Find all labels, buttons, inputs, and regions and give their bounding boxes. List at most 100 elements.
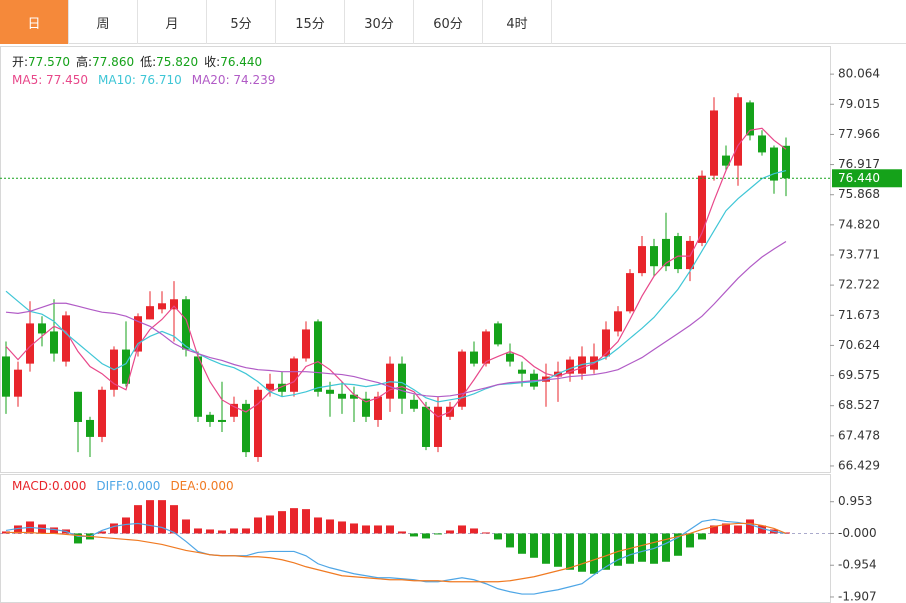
period-tab[interactable]: 5分 xyxy=(207,0,276,44)
candle-body xyxy=(410,399,418,409)
y-tick-label: 77.966 xyxy=(838,127,880,141)
candle-body xyxy=(362,398,370,417)
candle-body xyxy=(638,246,646,274)
macd-bar xyxy=(14,525,22,534)
macd-bar xyxy=(410,533,418,537)
candle-body xyxy=(254,389,262,458)
macd-bar xyxy=(542,533,550,564)
y-tick-label: 73.771 xyxy=(838,247,880,261)
candle-body xyxy=(170,299,178,310)
macd-bar xyxy=(434,533,442,535)
macd-bar xyxy=(386,525,394,534)
candle-body xyxy=(566,359,574,374)
candle-body xyxy=(206,414,214,422)
macd-bar xyxy=(242,528,250,534)
candle-body xyxy=(242,403,250,453)
candle-body xyxy=(350,394,358,399)
macd-bar xyxy=(686,533,694,548)
candle-body xyxy=(434,406,442,447)
candle-body xyxy=(50,331,58,354)
candle-body xyxy=(614,311,622,332)
candle-body xyxy=(26,323,34,364)
macd-bar xyxy=(230,528,238,534)
macd-bar xyxy=(50,527,58,534)
candle-body xyxy=(698,175,706,243)
macd-bar xyxy=(194,528,202,534)
period-tab[interactable]: 60分 xyxy=(414,0,483,44)
macd-bar xyxy=(98,531,106,534)
candle-body xyxy=(326,389,334,394)
candle-body xyxy=(122,349,130,384)
macd-bar xyxy=(746,519,754,534)
macd-bar xyxy=(206,529,214,534)
macd-legend: MACD:0.000 DIFF:0.000 DEA:0.000 xyxy=(12,479,234,493)
y-tick-label: 76.917 xyxy=(838,157,880,171)
y-tick-label: 67.478 xyxy=(838,428,880,442)
candle-body xyxy=(74,391,82,422)
period-tab[interactable]: 周 xyxy=(69,0,138,44)
macd-bar xyxy=(758,525,766,534)
macd-bar xyxy=(326,519,334,534)
candle-body xyxy=(494,323,502,345)
legend-entry: DIFF:0.000 xyxy=(96,479,160,493)
period-tab[interactable]: 15分 xyxy=(276,0,345,44)
macd-bar xyxy=(362,525,370,534)
macd-bar xyxy=(602,533,610,570)
period-tab[interactable]: 30分 xyxy=(345,0,414,44)
macd-bar xyxy=(506,533,514,548)
macd-bar xyxy=(158,500,166,534)
candle-body xyxy=(314,321,322,392)
macd-bar xyxy=(614,533,622,566)
period-tab[interactable]: 4时 xyxy=(483,0,552,44)
y-tick-label: 79.015 xyxy=(838,97,880,111)
candle-body xyxy=(470,351,478,364)
macd-bar xyxy=(458,525,466,534)
y-tick-label: 68.527 xyxy=(838,398,880,412)
candle-body xyxy=(422,406,430,447)
macd-bar xyxy=(302,509,310,534)
candle-body xyxy=(266,383,274,390)
macd-bar xyxy=(374,525,382,534)
macd-bar xyxy=(578,533,586,572)
macd-bar xyxy=(722,523,730,534)
info-value: 77.570 xyxy=(28,55,70,69)
macd-bar xyxy=(530,533,538,558)
macd-bar xyxy=(398,531,406,534)
legend-entry: DEA:0.000 xyxy=(170,479,233,493)
candle-body xyxy=(134,316,142,352)
y-tick-label: 71.673 xyxy=(838,308,880,322)
macd-bar xyxy=(446,530,454,534)
macd-bar xyxy=(170,505,178,534)
legend-entry: MA10: 76.710 xyxy=(98,73,182,87)
info-label: 高: xyxy=(76,54,92,69)
macd-bar xyxy=(350,523,358,534)
y-tick-label: 75.868 xyxy=(838,187,880,201)
candle-body xyxy=(338,393,346,399)
candle-body xyxy=(782,145,790,179)
period-tabs: 日周月 5分 15分 30分 60分 4时 xyxy=(0,0,906,44)
candle-body xyxy=(146,306,154,320)
macd-bar xyxy=(254,517,262,534)
candle-body xyxy=(758,135,766,153)
macd-bar xyxy=(674,533,682,556)
candle-body xyxy=(182,299,190,350)
macd-bar xyxy=(134,505,142,534)
candle-body xyxy=(602,329,610,357)
candle-body xyxy=(290,358,298,392)
macd-bar xyxy=(566,533,574,570)
macd-bar xyxy=(122,517,130,534)
ma-line xyxy=(5,241,787,398)
macd-bar xyxy=(278,511,286,534)
candle-body xyxy=(194,356,202,417)
macd-bar xyxy=(422,533,430,539)
info-value: 76.440 xyxy=(220,55,262,69)
macd-bar xyxy=(518,533,526,554)
period-tab[interactable]: 月 xyxy=(138,0,207,44)
candle-body xyxy=(650,246,658,267)
info-label: 开: xyxy=(12,55,28,69)
period-tab[interactable]: 日 xyxy=(0,0,69,44)
candle-body xyxy=(458,351,466,407)
candle-body xyxy=(218,419,226,422)
